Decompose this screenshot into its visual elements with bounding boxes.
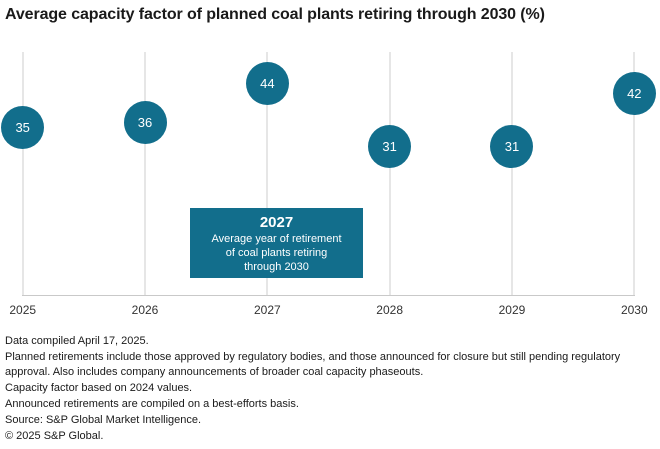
footnote-data-compiled: Data compiled April 17, 2025. bbox=[5, 335, 149, 347]
footnotes: Data compiled April 17, 2025. Planned re… bbox=[5, 334, 654, 445]
annotation-box: 2027 Average year of retirement of coal … bbox=[190, 208, 363, 278]
data-point-bubble-2030: 42 bbox=[612, 71, 656, 115]
gridline-2030 bbox=[633, 52, 636, 295]
gridline-2027 bbox=[266, 52, 269, 295]
chart-title: Average capacity factor of planned coal … bbox=[5, 6, 545, 23]
x-tick-label-2029: 2029 bbox=[498, 303, 526, 317]
data-point-bubble-2026: 36 bbox=[123, 100, 167, 144]
footnote-planned-retirements: Planned retirements include those approv… bbox=[5, 351, 621, 378]
gridline-2025 bbox=[21, 52, 24, 295]
x-axis-line bbox=[22, 295, 635, 296]
data-point-bubble-2029: 31 bbox=[490, 124, 534, 168]
gridline-2028 bbox=[388, 52, 391, 295]
annotation-year: 2027 bbox=[259, 214, 294, 231]
plot-area: 2027 Average year of retirement of coal … bbox=[1, 52, 656, 317]
gridline-2026 bbox=[144, 52, 147, 295]
x-tick-label-2025: 2025 bbox=[9, 303, 37, 317]
footnote-capacity-factor: Capacity factor based on 2024 values. bbox=[5, 382, 193, 394]
annotation-text-line: Average year of retirement bbox=[211, 233, 342, 245]
footnote-announced-retirements: Announced retirements are compiled on a … bbox=[5, 398, 299, 410]
footnote-copyright: © 2025 S&P Global. bbox=[5, 430, 104, 442]
annotation-text-line: of coal plants retiring bbox=[225, 247, 328, 259]
x-tick-label-2027: 2027 bbox=[253, 303, 281, 317]
gridline-2029 bbox=[510, 52, 513, 295]
x-tick-label-2028: 2028 bbox=[376, 303, 403, 317]
x-tick-label-2026: 2026 bbox=[131, 303, 159, 317]
footnote-source: Source: S&P Global Market Intelligence. bbox=[5, 414, 202, 426]
data-point-bubble-2027: 44 bbox=[245, 62, 289, 106]
x-tick-label-2030: 2030 bbox=[620, 303, 648, 317]
data-point-bubble-2028: 31 bbox=[368, 124, 412, 168]
annotation-text-line: through 2030 bbox=[244, 261, 309, 273]
data-point-bubble-2025: 35 bbox=[1, 105, 45, 149]
